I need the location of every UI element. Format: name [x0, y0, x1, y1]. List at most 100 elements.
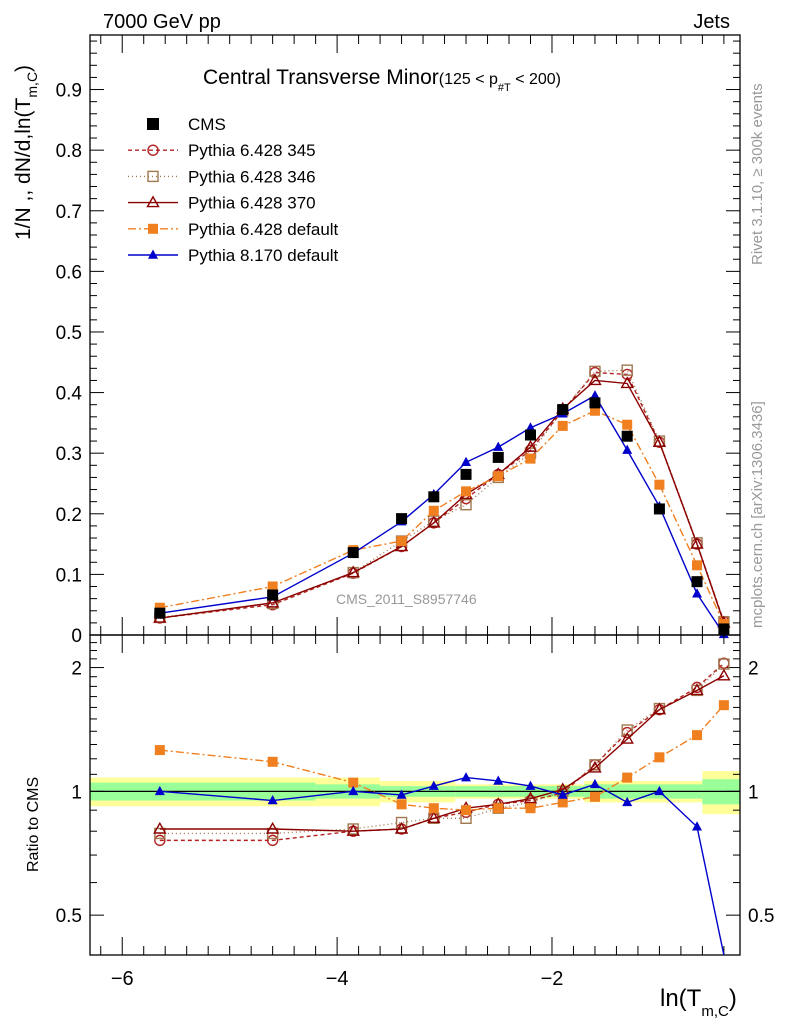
energy-label: 7000 GeV pp [103, 11, 221, 33]
y-tick-label: 0.7 [56, 202, 82, 223]
legend: CMS Pythia 6.428 345 Pythia 6.428 346 Pythi… [128, 115, 339, 265]
data-point [492, 451, 504, 463]
x-tick-label: −6 [111, 968, 134, 990]
ratio-point [396, 789, 407, 799]
legend-label: Pythia 8.170 default [188, 246, 339, 265]
ratio-point [652, 702, 667, 715]
data-point [428, 491, 440, 503]
ratio-point [461, 772, 472, 782]
data-point [621, 430, 633, 442]
ratio-point [692, 821, 703, 831]
legend-label: Pythia 6.428 346 [188, 167, 316, 186]
ratio-series-pythia-6-428-default [154, 700, 729, 816]
series-pythia-6-428-346 [154, 364, 730, 628]
legend-marker [147, 118, 159, 130]
ratio-point [154, 834, 166, 847]
series-pythia-6-428-345 [154, 366, 730, 628]
data-point [347, 547, 359, 559]
data-point [461, 456, 472, 467]
data-point [690, 536, 704, 549]
ratio-point [525, 803, 536, 814]
data-point [493, 441, 504, 451]
y-tick-label: 0 [71, 626, 82, 647]
series-line [159, 369, 725, 622]
data-point [588, 373, 602, 386]
ratio-point [154, 745, 165, 756]
data-point [621, 364, 633, 376]
x-tick-label: −2 [541, 968, 564, 990]
data-point [460, 498, 472, 511]
ratio-point [525, 780, 536, 790]
data-point [589, 390, 600, 400]
y-axis-label-sub: m,C [24, 72, 40, 98]
ratio-axis-label: Ratio to CMS [25, 777, 42, 872]
ratio-point [654, 785, 665, 796]
data-point [557, 420, 568, 431]
legend-label: Pythia 6.428 default [188, 220, 339, 239]
legend-entry-pythia-6-428-345: Pythia 6.428 345 [128, 141, 316, 160]
data-point [396, 536, 407, 547]
y-axis-label-tail: ) [12, 65, 35, 72]
ratio-point [654, 752, 665, 763]
ratio-series-pythia-6-428-345 [154, 657, 730, 847]
ratio-line [159, 776, 725, 956]
ratio-tick-label: 2 [71, 659, 82, 680]
main-panel-axes: 0 0.1 0.2 0.3 0.4 0.5 0.6 0.7 0.8 0.9 [56, 34, 741, 647]
ratio-point [621, 724, 633, 736]
data-point [654, 479, 665, 490]
ratio-point [493, 803, 504, 814]
ratio-point [718, 700, 729, 711]
data-point [691, 576, 703, 588]
legend-label: Pythia 6.428 345 [188, 141, 316, 160]
y-tick-label: 0.3 [56, 444, 82, 465]
ratio-panel-axes: −6 −4 −2 0.5 0.5 1 1 2 2 [56, 634, 774, 990]
ratio-point [348, 785, 359, 796]
ratio-point [461, 805, 472, 816]
data-point [620, 376, 634, 389]
data-point [692, 560, 703, 571]
x-axis-label-main: ln(T [660, 985, 702, 1012]
ratio-tick-label: 1 [71, 782, 82, 803]
ratio-point [620, 731, 634, 744]
data-point [493, 471, 504, 482]
ratio-point [523, 791, 538, 804]
ratio-point [557, 789, 568, 799]
chart-title-main: Central Transverse Minor [203, 66, 439, 89]
data-point [460, 468, 472, 480]
data-point [652, 435, 667, 447]
ratio-point [589, 791, 600, 802]
data-point [427, 515, 441, 528]
ratio-tick-label-right: 2 [748, 659, 759, 680]
x-axis-label-tail: ) [729, 985, 737, 1012]
legend-marker [147, 144, 159, 156]
ratio-point [589, 759, 601, 771]
legend-entry-cms: CMS [147, 115, 226, 134]
ratio-line [159, 704, 725, 811]
legend-marker [148, 249, 158, 259]
y-tick-label: 0.5 [56, 323, 82, 344]
series-pythia-6-428-370 [153, 373, 731, 628]
y-tick-label: 0.1 [56, 565, 82, 586]
ratio-point [265, 821, 280, 834]
ratio-panel-series [153, 657, 731, 956]
chart-title: Central Transverse Minor(125 < p#T < 200… [203, 66, 561, 94]
ratio-point [346, 824, 360, 836]
ratio-point [588, 760, 602, 773]
ratio-point [428, 803, 439, 814]
ratio-tick-label-right: 1 [748, 782, 759, 803]
data-point [523, 439, 538, 452]
ratio-line [159, 675, 725, 832]
ratio-point [690, 683, 704, 696]
mcplots-label: mcplots.cern.ch [arXiv:1306.3436] [749, 401, 766, 628]
series-line [159, 379, 725, 624]
data-point [396, 513, 408, 525]
ratio-point [267, 756, 278, 767]
series-cms [154, 397, 730, 635]
legend-entry-pythia-6-428-346: Pythia 6.428 346 [128, 167, 316, 186]
ratio-point [692, 730, 703, 741]
y-axis-label: 1/N ,, dN/d,ln(Tm,C) [12, 65, 40, 240]
data-point [589, 365, 601, 378]
ratio-point [153, 821, 167, 834]
x-axis-label: ln(Tm,C) [660, 985, 737, 1020]
